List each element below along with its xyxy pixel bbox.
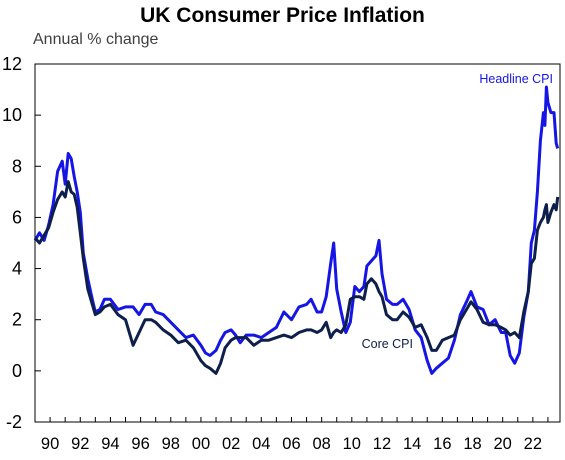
chart-subtitle: Annual % change (33, 31, 159, 48)
annotation-core-cpi: Core CPI (362, 337, 413, 351)
annotations: Headline CPI Core CPI (362, 72, 553, 351)
series-line-core-cpi (33, 180, 560, 375)
x-tick-label: 98 (162, 435, 180, 453)
x-tick-label: 06 (282, 435, 300, 453)
x-tick-label: 02 (222, 435, 240, 453)
series-line-headline-cpi (33, 85, 560, 375)
y-axis: 12 10 8 6 4 2 0 -2 (2, 54, 41, 432)
y-tick-label: -2 (6, 412, 22, 432)
x-tick-label: 04 (252, 435, 270, 453)
y-tick-label: 10 (2, 105, 22, 125)
x-tick-label: 00 (192, 435, 210, 453)
y-tick-label: 0 (12, 361, 22, 381)
y-tick-label: 12 (2, 54, 22, 74)
y-tick-label: 6 (12, 207, 22, 227)
x-tick-label: 12 (373, 435, 391, 453)
x-tick-label: 18 (463, 435, 481, 453)
plot-area (34, 63, 561, 423)
chart-title: UK Consumer Price Inflation (140, 4, 425, 27)
x-tick-label: 16 (433, 435, 451, 453)
annotation-headline-cpi: Headline CPI (479, 72, 553, 86)
x-tick-label: 08 (312, 435, 330, 453)
x-tick-label: 90 (41, 435, 59, 453)
y-tick-label: 2 (12, 310, 22, 330)
x-tick-label: 10 (343, 435, 361, 453)
y-tick-label: 4 (12, 259, 22, 279)
x-axis: 90 92 94 96 98 00 02 04 06 08 10 12 14 16 18 20 22 (34, 417, 549, 453)
x-tick-label: 96 (131, 435, 149, 453)
series-lines (33, 85, 560, 375)
x-tick-label: 22 (524, 435, 542, 453)
x-tick-label: 94 (101, 435, 119, 453)
x-tick-label: 14 (403, 435, 421, 453)
x-tick-label: 20 (493, 435, 511, 453)
x-tick-label: 92 (71, 435, 89, 453)
y-tick-label: 8 (12, 156, 22, 176)
